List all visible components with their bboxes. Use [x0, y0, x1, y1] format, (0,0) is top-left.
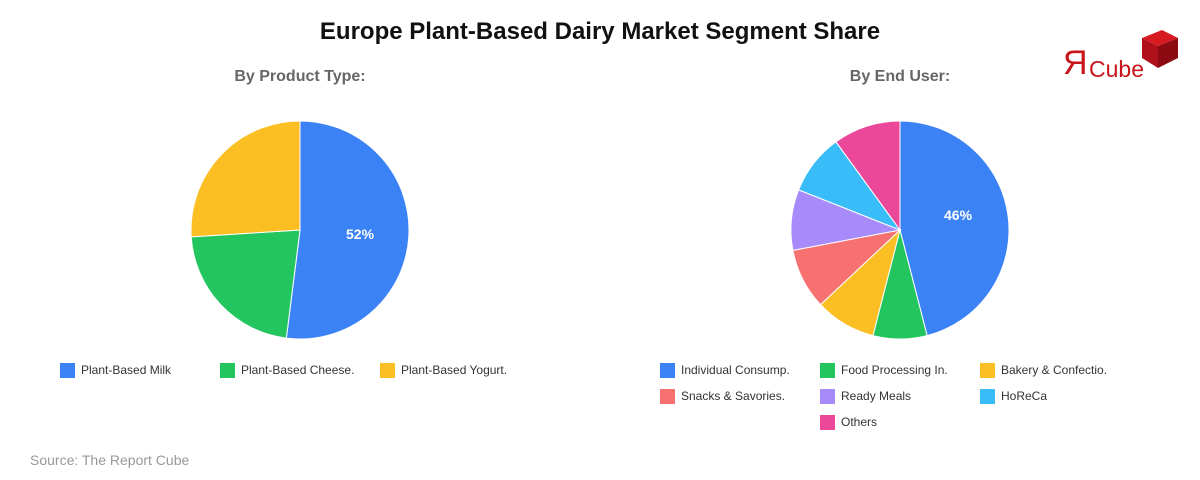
legend-swatch: [60, 362, 75, 378]
end-user-pie: [790, 120, 1010, 340]
legend-item-ready-meals[interactable]: Ready Meals: [820, 388, 911, 404]
legend-swatch: [660, 388, 675, 404]
pie1-subtitle: By Product Type:: [234, 68, 366, 85]
legend-label: HoReCa: [1001, 389, 1048, 403]
legend-item-plant-based-yogurt[interactable]: Plant-Based Yogurt.: [380, 362, 507, 378]
legend-item-individual-consumption[interactable]: Individual Consump.: [660, 362, 790, 378]
logo-text: Cube: [1089, 56, 1144, 82]
pie-slice[interactable]: [285, 120, 410, 340]
legend-label: Snacks & Savories.: [681, 389, 786, 403]
legend-item-bakery-confectionery[interactable]: Bakery & Confectio.: [980, 362, 1107, 378]
legend-swatch: [220, 362, 235, 378]
legend-swatch: [820, 362, 835, 378]
pie-slice[interactable]: [190, 229, 301, 339]
pie-slice[interactable]: [835, 120, 901, 232]
pie1-data-label: 52%: [346, 226, 375, 242]
logo-mark: Я: [1063, 44, 1088, 82]
legend-label: Others: [841, 415, 878, 429]
legend-label: Bakery & Confectio.: [1001, 363, 1108, 377]
pie-slice[interactable]: [899, 120, 1010, 337]
legend-swatch: [660, 362, 675, 378]
legend-swatch: [820, 414, 835, 430]
legend-item-others[interactable]: Others: [820, 414, 877, 430]
legend-item-horeca[interactable]: HoReCa: [980, 388, 1047, 404]
pie2-data-label: 46%: [944, 207, 973, 223]
legend-swatch: [980, 388, 995, 404]
pie-slice[interactable]: [190, 120, 301, 238]
product-type-pie: [190, 120, 410, 340]
report-cube-logo: Я Cube: [1060, 26, 1185, 86]
legend-label: Plant-Based Milk: [81, 363, 172, 377]
legend-swatch: [380, 362, 395, 378]
legend-swatch: [820, 388, 835, 404]
legend-label: Food Processing In.: [841, 363, 948, 377]
legend-label: Plant-Based Cheese.: [241, 363, 355, 377]
legend-label: Plant-Based Yogurt.: [401, 363, 508, 377]
legend-item-plant-based-cheese[interactable]: Plant-Based Cheese.: [220, 362, 354, 378]
cube-icon: [1142, 30, 1178, 68]
legend-item-plant-based-milk[interactable]: Plant-Based Milk: [60, 362, 171, 378]
chart-title: Europe Plant-Based Dairy Market Segment …: [319, 18, 881, 45]
legend-label: Ready Meals: [841, 389, 912, 403]
legend-item-snacks-savories[interactable]: Snacks & Savories.: [660, 388, 785, 404]
legend-label: Individual Consump.: [681, 363, 790, 377]
legend-swatch: [980, 362, 995, 378]
pie2-subtitle: By End User:: [849, 68, 951, 85]
source-note: Source: The Report Cube: [30, 452, 190, 468]
legend-item-food-processing[interactable]: Food Processing In.: [820, 362, 948, 378]
